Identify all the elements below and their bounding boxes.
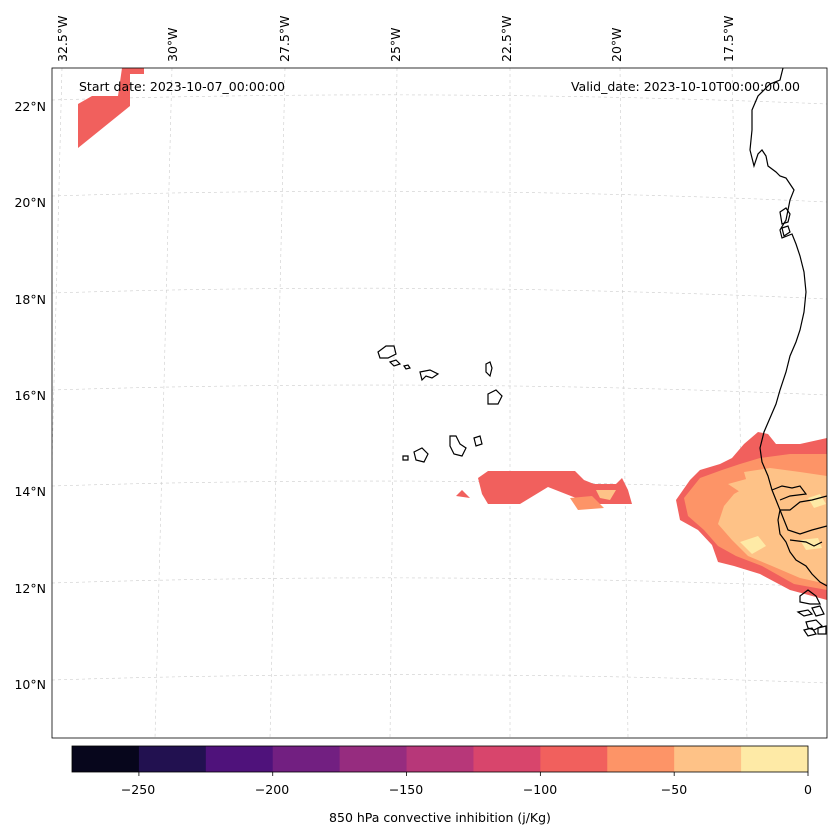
coastline <box>377 68 827 637</box>
lon-label: 22.5°W <box>499 16 514 62</box>
colorbar-tick-label: −250 <box>121 782 155 797</box>
latitude-labels: 22°N 20°N 18°N 16°N 14°N 12°N 10°N <box>14 99 46 692</box>
map-area <box>52 68 827 738</box>
island-boa-vista <box>487 389 503 405</box>
lon-label: 32.5°W <box>55 16 70 62</box>
colorbar-swatch <box>205 746 274 772</box>
lat-label: 22°N <box>14 99 46 114</box>
island-santiago <box>449 435 467 457</box>
start-date-label: Start date: 2023-10-07_00:00:00 <box>79 79 285 94</box>
colorbar-border <box>71 745 809 773</box>
colorbar-swatch <box>272 746 341 772</box>
colorbar-swatch <box>607 746 675 772</box>
colorbar-swatch <box>406 746 474 772</box>
colorbar-tick-label: 0 <box>804 782 812 797</box>
colorbar-swatch <box>473 746 541 772</box>
longitude-labels: 32.5°W 30°W 27.5°W 25°W 22.5°W 20°W 17.5… <box>55 16 736 62</box>
lat-label: 14°N <box>14 484 46 499</box>
island-sal <box>485 361 493 378</box>
lon-label: 25°W <box>388 27 403 62</box>
lat-label: 10°N <box>14 677 46 692</box>
island-maio <box>473 435 483 447</box>
map-border <box>51 67 828 739</box>
lat-label: 16°N <box>14 388 46 403</box>
colorbar-ticks <box>138 772 809 776</box>
colorbar-swatch <box>540 746 608 772</box>
lon-label: 30°W <box>165 27 180 62</box>
lat-label: 18°N <box>14 292 46 307</box>
lon-label: 20°W <box>609 27 624 62</box>
lon-label: 27.5°W <box>277 16 292 62</box>
colorbar-swatch <box>741 746 809 772</box>
colorbar-tick-label: −50 <box>661 782 687 797</box>
colorbar: −250 −200 −150 −100 −50 0 850 hPa convec… <box>71 745 812 825</box>
colorbar-swatch <box>72 746 140 772</box>
graticule <box>52 68 827 738</box>
island-fogo <box>413 447 429 463</box>
colorbar-tick-label: −100 <box>523 782 557 797</box>
colorbar-swatch <box>674 746 742 772</box>
island-brava <box>402 455 409 461</box>
colorbar-swatch <box>138 746 207 772</box>
colorbar-tick-label: −150 <box>389 782 423 797</box>
island-santo-antao <box>377 345 397 359</box>
island-sao-vicente <box>388 359 402 367</box>
lon-label: 17.5°W <box>721 16 736 62</box>
cin-fill-northwest <box>78 68 144 148</box>
cin-fill-central <box>456 471 632 510</box>
colorbar-tick-label: −200 <box>255 782 289 797</box>
lat-label: 12°N <box>14 581 46 596</box>
valid-date-label: Valid_date: 2023-10-10T00:00:00.00 <box>571 79 800 94</box>
colorbar-title: 850 hPa convective inhibition (j/Kg) <box>329 810 551 825</box>
island-sao-nicolau <box>419 369 440 382</box>
colorbar-swatch <box>339 746 408 772</box>
lat-label: 20°N <box>14 195 46 210</box>
island-santa-luzia <box>403 364 411 370</box>
colorbar-swatches <box>72 746 809 772</box>
